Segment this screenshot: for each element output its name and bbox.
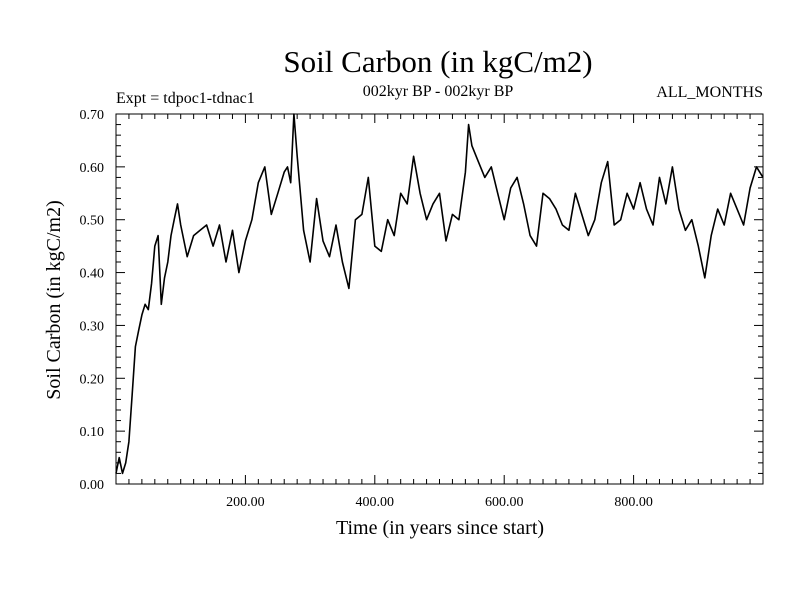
y-tick-label: 0.60 xyxy=(80,161,105,176)
y-tick-label: 0.30 xyxy=(80,319,105,334)
chart-subtitle: 002kyr BP - 002kyr BP xyxy=(363,83,514,100)
x-tick-label: 400.00 xyxy=(356,495,395,510)
period-label: ALL_MONTHS xyxy=(656,84,763,101)
y-tick-label: 0.00 xyxy=(80,478,105,493)
plot-frame xyxy=(115,113,764,485)
y-tick-label: 0.50 xyxy=(80,214,105,229)
x-tick-label: 200.00 xyxy=(226,495,265,510)
x-axis-label: Time (in years since start) xyxy=(336,517,544,539)
y-axis-label: Soil Carbon (in kgC/m2) xyxy=(43,200,65,399)
y-tick-label: 0.20 xyxy=(80,372,105,387)
axis-ticks xyxy=(116,114,763,484)
tick-labels: 200.00 400.00 600.00 800.00 0.00 0.10 0.20 0.30… xyxy=(80,108,653,510)
chart-title: Soil Carbon (in kgC/m2) xyxy=(283,44,592,79)
x-tick-label: 800.00 xyxy=(614,495,653,510)
experiment-label: Expt = tdpoc1-tdnac1 xyxy=(116,90,255,107)
y-tick-label: 0.10 xyxy=(80,425,105,440)
x-tick-label: 600.00 xyxy=(485,495,524,510)
y-tick-label: 0.70 xyxy=(80,108,105,123)
series-line-soil-carbon xyxy=(115,113,764,475)
y-tick-label: 0.40 xyxy=(80,267,105,282)
